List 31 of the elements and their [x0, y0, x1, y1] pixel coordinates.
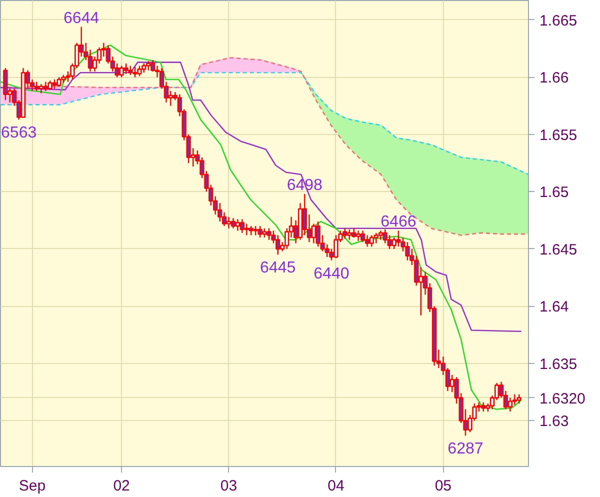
annotation: 6287 — [448, 440, 484, 458]
annotation: 6445 — [260, 260, 296, 277]
x-tick-label: 04 — [328, 478, 344, 494]
candlestick — [226, 216, 232, 229]
candlestick — [516, 394, 522, 404]
line-series — [0, 44, 522, 410]
candlestick — [48, 80, 52, 90]
x-tick-label: 02 — [113, 478, 130, 494]
candlestick — [230, 217, 236, 229]
candlestick — [364, 234, 370, 248]
y-tick-label: 1.645 — [540, 241, 578, 258]
y-tick-label: 1.635 — [540, 356, 578, 373]
x-tick-label: Sep — [18, 478, 46, 494]
y-tick-label: 1.65 — [540, 184, 569, 202]
annotation: 6644 — [64, 10, 100, 27]
y-tick-label: 1.66 — [540, 70, 569, 87]
y-tick-label: 1.665 — [540, 12, 578, 30]
candlestick — [360, 230, 366, 243]
annotation: 6440 — [314, 265, 350, 282]
y-tick-label: 1.655 — [540, 126, 578, 144]
annotation: 6563 — [1, 124, 37, 142]
line-series — [0, 72, 528, 176]
y-tick-label: 1.63 — [540, 413, 569, 430]
x-tick-label: 05 — [434, 478, 452, 494]
line-series — [0, 62, 522, 332]
y-tick-label: 1.6320 — [540, 390, 586, 408]
candlestick — [356, 230, 361, 242]
x-tick-label: 03 — [220, 478, 238, 494]
y-tick-label: 1.64 — [540, 298, 569, 316]
candlestick — [248, 225, 254, 236]
annotation: 6466 — [380, 214, 416, 231]
